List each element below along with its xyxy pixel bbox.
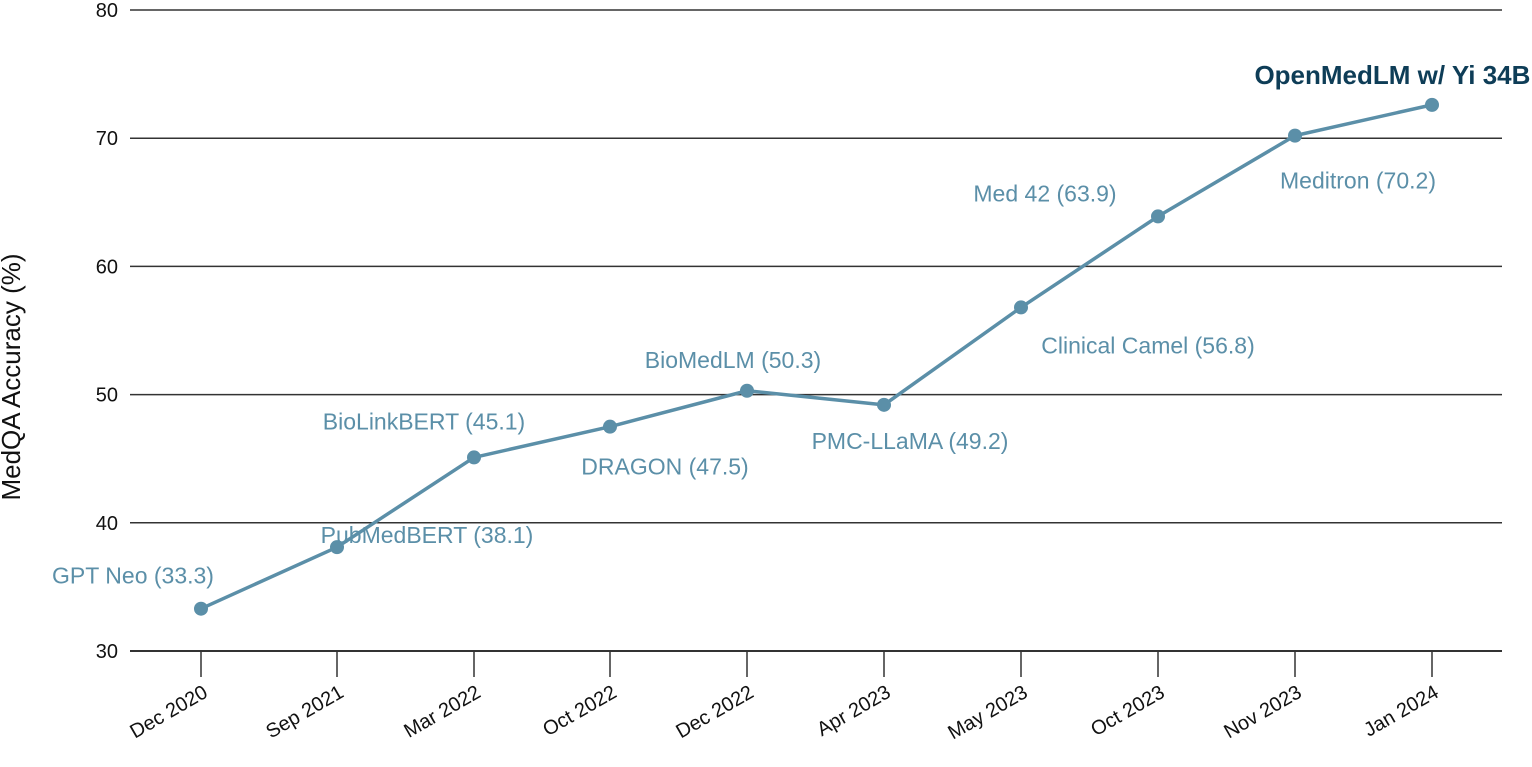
data-point: [467, 450, 481, 465]
y-tick-label: 40: [96, 513, 118, 535]
data-point: [330, 540, 344, 555]
x-tick-label: Mar 2022: [400, 681, 484, 742]
y-tick-label: 60: [96, 256, 118, 278]
point-label: BioMedLM (50.3): [645, 347, 821, 373]
point-labels: GPT Neo (33.3) PubMedBERT (38.1) BioLinkBE…: [52, 60, 1532, 589]
x-tick-labels: Dec 2020 Sep 2021 Mar 2022 Oct 2022 Dec 2022…: [126, 681, 1442, 744]
data-points: [194, 97, 1439, 616]
accuracy-line: [200, 103, 1433, 611]
data-point: [1425, 97, 1439, 112]
data-point: [877, 397, 891, 412]
point-label: Meditron (70.2): [1280, 168, 1436, 194]
x-tick-label: Nov 2023: [1220, 681, 1305, 743]
point-label: PubMedBERT (38.1): [321, 522, 534, 548]
gridlines: [130, 9, 1502, 652]
y-axis-label: MedQA Accuracy (%): [0, 253, 26, 500]
x-axis-ticks: [200, 651, 1433, 677]
y-tick-labels: 30 40 50 60 70 80: [96, 0, 118, 663]
x-tick-label: Oct 2023: [1087, 681, 1168, 741]
data-point: [1151, 209, 1165, 224]
x-tick-label: Dec 2020: [126, 681, 211, 743]
x-tick-label: Sep 2021: [262, 681, 347, 743]
point-label: PMC-LLaMA (49.2): [812, 428, 1009, 454]
point-label: GPT Neo (33.3): [52, 563, 214, 589]
y-tick-label: 80: [96, 0, 118, 22]
data-point: [740, 383, 754, 398]
x-tick-label: Oct 2022: [539, 681, 620, 741]
x-tick-label: Apr 2023: [813, 681, 894, 741]
data-point: [1014, 300, 1028, 315]
x-tick-label: Dec 2022: [672, 681, 757, 743]
point-label: DRAGON (47.5): [581, 454, 748, 480]
data-point: [194, 601, 208, 616]
point-label: OpenMedLM w/ Yi 34B (72.6): [1254, 60, 1532, 90]
data-point: [603, 419, 617, 434]
x-tick-label: May 2023: [944, 681, 1031, 744]
y-tick-label: 70: [96, 128, 118, 150]
series-line: [200, 103, 1433, 611]
point-label: BioLinkBERT (45.1): [323, 408, 525, 434]
y-tick-label: 30: [96, 641, 118, 663]
point-label: Med 42 (63.9): [973, 180, 1116, 206]
point-label: Clinical Camel (56.8): [1041, 332, 1254, 358]
data-point: [1288, 128, 1302, 143]
y-tick-label: 50: [96, 385, 118, 407]
x-tick-label: Jan 2024: [1360, 681, 1442, 741]
